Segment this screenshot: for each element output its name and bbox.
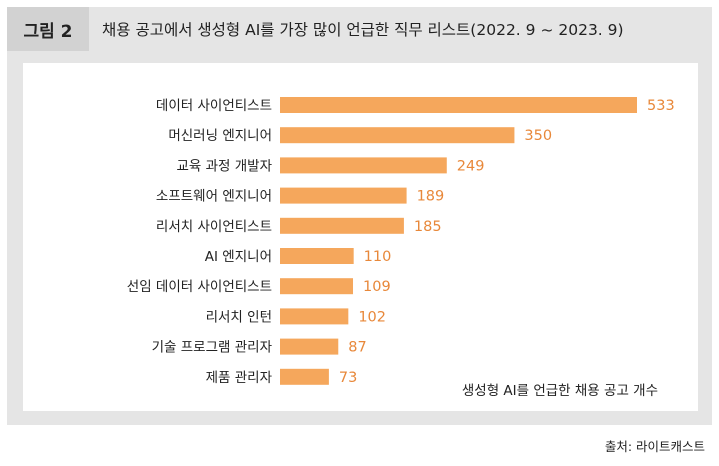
value-label: 110 — [364, 249, 392, 265]
category-label: 리서치 사이언티스트 — [156, 219, 272, 235]
value-label: 533 — [647, 98, 675, 114]
value-label: 185 — [414, 219, 442, 235]
value-label: 189 — [417, 189, 445, 205]
value-label: 109 — [363, 279, 391, 295]
bar — [280, 278, 354, 295]
category-label: AI 엔지니어 — [205, 249, 272, 265]
value-label: 87 — [348, 340, 366, 356]
value-label: 249 — [457, 158, 485, 174]
bar — [280, 217, 404, 234]
figure-header: 그림 2 채용 공고에서 생성형 AI를 가장 많이 언급한 직무 리스트(20… — [7, 7, 712, 51]
bar — [280, 127, 515, 144]
category-label: 머신러닝 엔지니어 — [168, 128, 272, 144]
category-label: 데이터 사이언티스트 — [156, 98, 272, 114]
bar — [280, 248, 354, 264]
bar — [280, 187, 407, 204]
bar — [280, 97, 637, 113]
figure-number: 그림 2 — [7, 7, 89, 51]
series-note: 생성형 AI를 언급한 채용 공고 개수 — [461, 383, 658, 399]
category-label: 제품 관리자 — [206, 370, 273, 386]
category-label: 교육 과정 개발자 — [176, 158, 272, 174]
value-label: 102 — [358, 309, 386, 325]
category-label: 기술 프로그램 관리자 — [152, 340, 273, 356]
bar — [280, 157, 447, 174]
chart-area: 데이터 사이언티스트 533 머신러닝 엔지니어 350 교육 과정 개발자 249 소프트… — [23, 63, 698, 411]
figure-title: 채용 공고에서 생성형 AI를 가장 많이 언급한 직무 리스트(2022. 9… — [102, 21, 624, 39]
bar — [280, 308, 349, 325]
value-label: 350 — [524, 128, 552, 144]
figure-panel: 그림 2 채용 공고에서 생성형 AI를 가장 많이 언급한 직무 리스트(20… — [7, 7, 712, 425]
bar — [280, 368, 329, 385]
bar-chart: 데이터 사이언티스트 533 머신러닝 엔지니어 350 교육 과정 개발자 249 소프트… — [127, 97, 675, 386]
category-label: 선임 데이터 사이언티스트 — [127, 279, 272, 295]
category-label: 소프트웨어 엔지니어 — [156, 189, 272, 205]
bar — [280, 338, 339, 355]
source-credit: 출처: 라이트캐스트 — [604, 439, 705, 454]
value-label: 73 — [339, 370, 357, 386]
category-label: 리서치 인턴 — [206, 309, 272, 325]
